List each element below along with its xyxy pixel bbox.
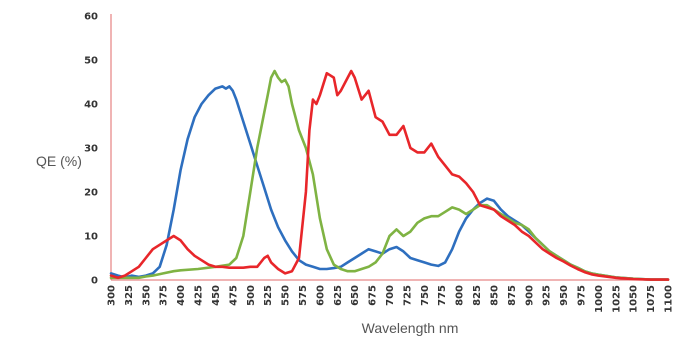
x-tick-label: 525 — [263, 285, 274, 306]
y-tick-label: 50 — [84, 56, 98, 67]
x-tick-label: 825 — [472, 285, 483, 306]
y-tick-label: 60 — [84, 12, 98, 23]
y-tick-label: 20 — [84, 188, 98, 199]
x-tick-label: 1075 — [646, 285, 657, 313]
x-tick-label: 475 — [228, 285, 239, 306]
x-tick-label: 750 — [420, 285, 431, 306]
x-tick-label: 1100 — [664, 285, 675, 313]
x-tick-label: 1000 — [594, 285, 605, 313]
x-tick-label: 775 — [437, 285, 448, 306]
x-tick-label: 325 — [124, 285, 135, 306]
x-tick-label: 650 — [350, 285, 361, 306]
x-tick-label: 900 — [524, 285, 535, 306]
x-tick-label: 1025 — [611, 285, 622, 313]
x-tick-label: 575 — [298, 285, 309, 306]
series-line-3 — [109, 69, 670, 281]
x-tick-label: 875 — [507, 285, 518, 306]
y-tick-group: 0 10 20 30 40 50 60 — [84, 12, 98, 287]
x-tick-label: 350 — [141, 285, 152, 306]
x-axis-title: Wavelength nm — [362, 320, 459, 336]
x-tick-label: 725 — [402, 285, 413, 306]
y-tick-label: 40 — [84, 100, 98, 111]
x-tick-label: 975 — [576, 285, 587, 306]
x-tick-label: 700 — [385, 285, 396, 306]
y-tick-label: 30 — [84, 144, 98, 155]
x-tick-label: 600 — [315, 285, 326, 306]
x-tick-label: 450 — [211, 285, 222, 306]
y-tick-label: 10 — [84, 232, 98, 243]
y-tick-label: 0 — [91, 276, 98, 287]
x-tick-label: 675 — [368, 285, 379, 306]
x-tick-label: 400 — [176, 285, 187, 306]
x-tick-label: 925 — [542, 285, 553, 306]
x-tick-label: 425 — [194, 285, 205, 306]
x-tick-label: 300 — [107, 285, 118, 306]
x-tick-label: 375 — [159, 285, 170, 306]
x-tick-label: 1050 — [629, 285, 640, 313]
x-tick-group: 300 325 350 375 400 425 450 475 500 525 550 575 600 6… — [107, 285, 675, 313]
series-group — [109, 69, 670, 281]
x-tick-label: 950 — [559, 285, 570, 306]
y-axis-title: QE (%) — [36, 153, 82, 169]
series-line-2 — [109, 69, 670, 281]
series-line-1 — [109, 85, 670, 281]
x-tick-label: 500 — [246, 285, 257, 306]
x-tick-label: 850 — [489, 285, 500, 306]
x-tick-label: 550 — [281, 285, 292, 306]
x-tick-label: 625 — [333, 285, 344, 306]
x-tick-label: 800 — [455, 285, 466, 306]
